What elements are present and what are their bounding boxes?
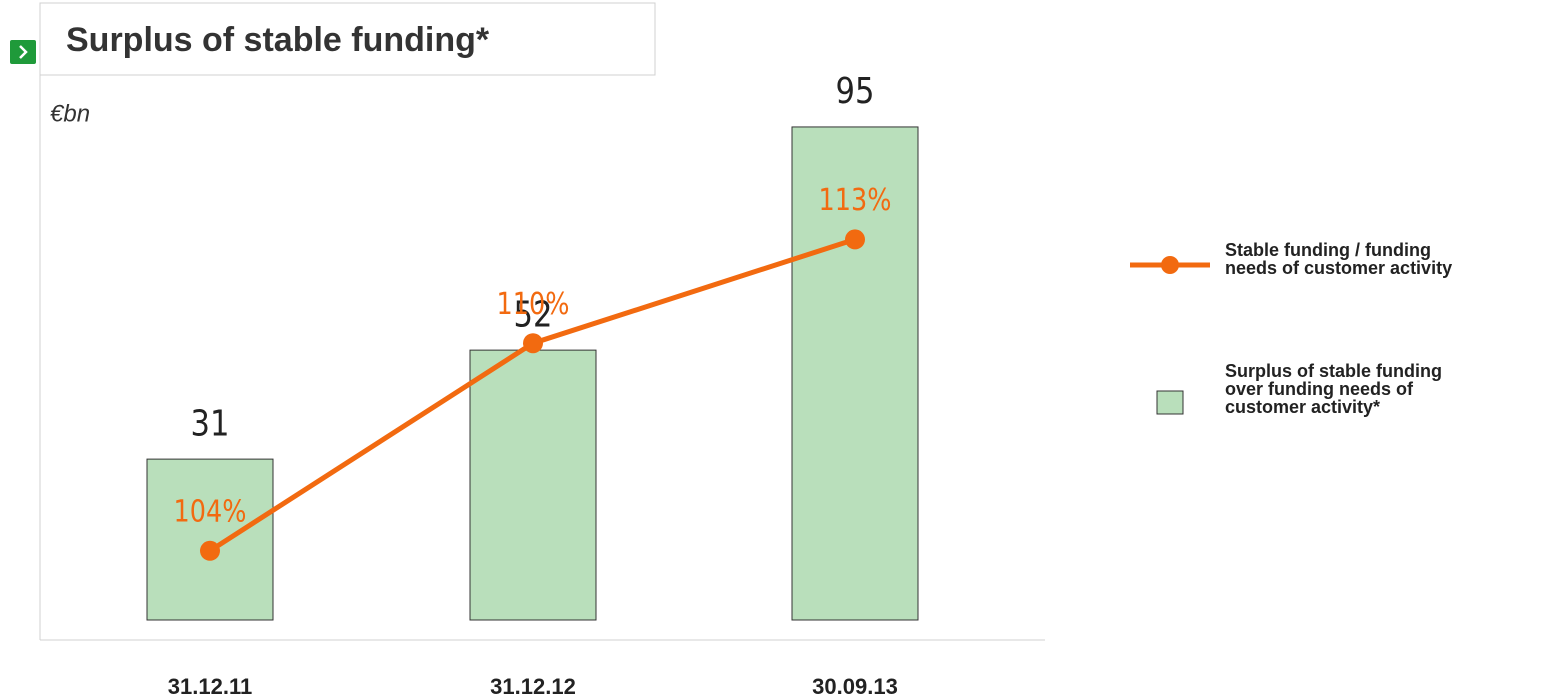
chart-title: Surplus of stable funding* (66, 21, 490, 59)
legend-bar-swatch (1156, 390, 1184, 415)
x-tick-label: 31.12.11 (168, 674, 252, 699)
x-tick-label: 31.12.12 (490, 674, 576, 699)
legend-dot (1161, 256, 1179, 274)
title-box (39, 2, 656, 76)
legend-square (1156, 390, 1184, 415)
bar (146, 458, 274, 621)
legend-line-swatch (1130, 256, 1210, 274)
legend-label: Stable funding / funding needs of custom… (1225, 240, 1453, 278)
bar (469, 349, 597, 621)
bar (791, 126, 919, 621)
line-point (200, 540, 220, 561)
title-chevron (19, 45, 28, 59)
line-value-label: 110% (497, 286, 570, 322)
bar-value-label: 95 (836, 70, 875, 112)
bar-value-label: 31 (191, 402, 230, 444)
legend-label: Surplus of stable funding over funding n… (1225, 361, 1442, 417)
x-tick-label: 30.09.13 (812, 674, 898, 699)
unit-label: €bn (50, 100, 90, 127)
title-icon (10, 40, 36, 64)
bar-value-label: 52 (514, 293, 553, 335)
line-point (845, 229, 865, 250)
line-value-label: 104% (174, 493, 247, 529)
line-point (523, 333, 543, 354)
line-value-label: 113% (819, 182, 892, 218)
